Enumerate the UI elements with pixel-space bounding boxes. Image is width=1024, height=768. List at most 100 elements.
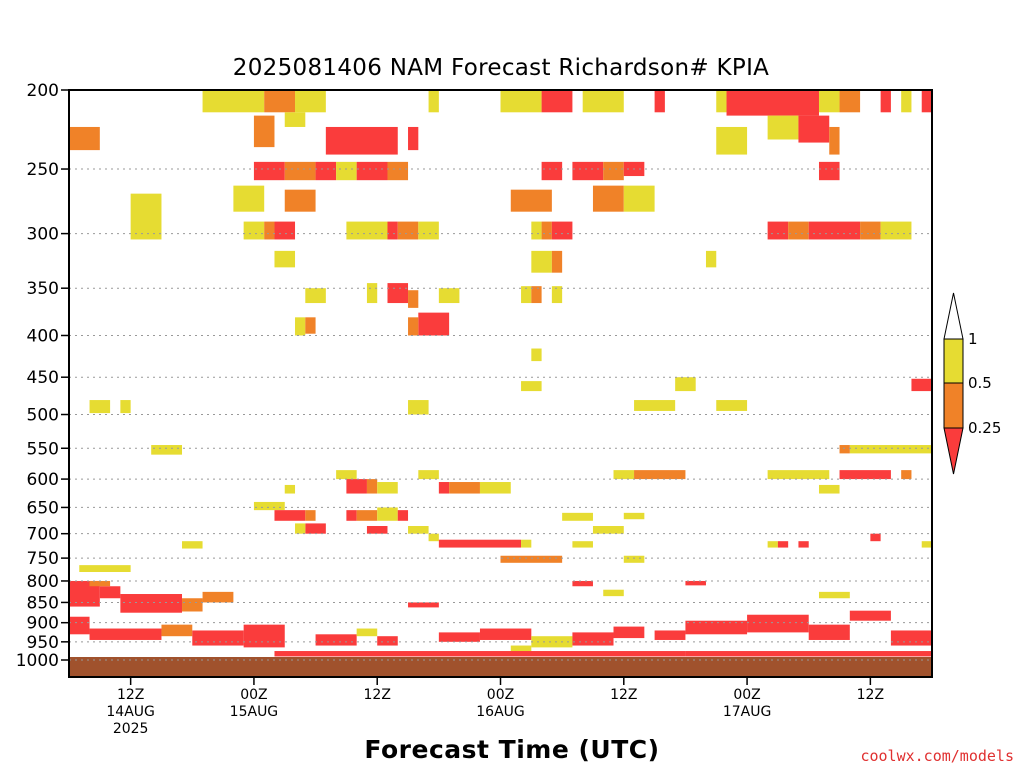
heatmap-cell <box>182 598 203 612</box>
y-tick-label: 550 <box>27 439 59 459</box>
heatmap-cell <box>253 115 275 148</box>
heatmap-cell <box>69 616 90 635</box>
heatmap-cell <box>305 510 316 521</box>
heatmap-cell <box>623 185 655 212</box>
heatmap-cell <box>243 624 285 648</box>
x-tick-label: 2025 <box>113 721 149 737</box>
colorbar-label: 0.25 <box>968 419 1001 437</box>
heatmap-cell <box>151 445 183 455</box>
heatmap-cell <box>818 161 840 181</box>
heatmap-cell <box>274 250 296 268</box>
colorbar-top-arrow <box>943 292 964 340</box>
heatmap-cell <box>438 632 480 642</box>
heatmap-cell <box>510 645 532 655</box>
heatmap-cell <box>274 510 306 521</box>
heatmap-cell <box>284 189 316 212</box>
heatmap-cell <box>192 630 244 646</box>
heatmap-cell <box>264 221 275 240</box>
y-tick-label: 650 <box>27 498 59 518</box>
x-tick-label: 00Z <box>240 687 267 703</box>
heatmap-cell <box>387 283 409 304</box>
heatmap-cell <box>849 610 891 621</box>
heatmap-cell <box>408 602 439 608</box>
heatmap-cell <box>346 479 367 494</box>
heatmap-cell <box>295 317 306 336</box>
y-tick-label: 900 <box>27 614 59 634</box>
heatmap-cell <box>788 221 809 240</box>
heatmap-cell <box>592 526 624 534</box>
heatmap-cell <box>377 482 398 494</box>
heatmap-cell <box>870 533 881 542</box>
heatmap-cell <box>531 221 542 240</box>
heatmap-cell <box>623 555 645 563</box>
heatmap-cell <box>233 185 265 212</box>
heatmap-cell <box>839 470 891 480</box>
heatmap-cell <box>818 591 850 599</box>
y-tick-label: 350 <box>27 279 59 299</box>
heatmap-cell <box>562 512 593 521</box>
heatmap-cell <box>839 445 850 454</box>
y-tick-label: 500 <box>27 406 59 426</box>
ground-band <box>69 657 932 677</box>
heatmap-cell <box>418 312 450 336</box>
heatmap-cell <box>397 221 419 240</box>
gridlines <box>69 168 932 661</box>
heatmap-cell <box>808 624 850 640</box>
colorbar-label: 0.5 <box>968 374 992 392</box>
heatmap-cell <box>305 523 326 534</box>
colorbar-bottom-arrow <box>943 427 964 475</box>
y-tick-label: 200 <box>27 81 59 101</box>
heatmap-cell <box>356 161 388 181</box>
heatmap-cell <box>120 594 183 613</box>
heatmap-cell <box>274 651 686 657</box>
heatmap-cell <box>377 636 398 646</box>
heatmap-cell <box>120 400 131 414</box>
heatmap-cell <box>325 126 398 155</box>
heatmap-cell <box>613 470 635 480</box>
heatmap-cell <box>531 636 573 648</box>
heatmap-cell <box>613 626 645 639</box>
heatmap-cell <box>654 90 665 113</box>
heatmap-cell <box>336 470 357 480</box>
y-tick-label: 700 <box>27 525 59 545</box>
heatmap-cell <box>356 628 378 637</box>
heatmap-cell <box>634 470 686 480</box>
heatmap-cell <box>767 221 789 240</box>
heatmap-cell <box>654 630 686 640</box>
heatmap-cell <box>89 400 111 414</box>
y-tick-label: 400 <box>27 326 59 346</box>
heatmap-cell <box>767 541 778 548</box>
heatmap-cell <box>346 510 357 521</box>
heatmap-cell <box>479 628 532 640</box>
heatmap-cell <box>161 624 193 637</box>
heatmap-cell <box>716 400 748 411</box>
heatmap-cell <box>921 90 932 113</box>
heatmap-cell <box>521 381 542 392</box>
heatmap-cell <box>572 632 614 646</box>
heatmap-cell <box>274 221 296 240</box>
heatmap-cell <box>69 126 100 151</box>
y-axis: 200 250 300 350 400 450 500 550 600 650 700 750 8008… <box>16 81 69 671</box>
heatmap-cell <box>428 533 439 542</box>
heatmap-cell <box>305 317 316 334</box>
x-tick-label: 17AUG <box>723 704 772 720</box>
y-tick-label: 250 <box>27 160 59 180</box>
y-tick-label: 800 <box>27 572 59 592</box>
heatmap-cell <box>79 565 131 573</box>
heatmap-cell <box>438 539 522 548</box>
heatmap-cell <box>551 286 563 304</box>
x-tick-label: 15AUG <box>230 704 279 720</box>
heatmap-cell <box>685 651 932 657</box>
heatmap-cell <box>356 510 378 521</box>
heatmap-cell <box>839 90 861 113</box>
heatmap-cell <box>551 221 573 240</box>
heatmap-cell <box>521 539 532 548</box>
x-tick-label: 14AUG <box>106 704 155 720</box>
chart-title: 2025081406 NAM Forecast Richardson# KPIA <box>233 55 769 81</box>
heatmap-cell <box>860 221 881 240</box>
heatmap-cell <box>901 90 912 113</box>
heatmap-cell <box>818 484 840 494</box>
heatmap-cell <box>243 221 265 240</box>
